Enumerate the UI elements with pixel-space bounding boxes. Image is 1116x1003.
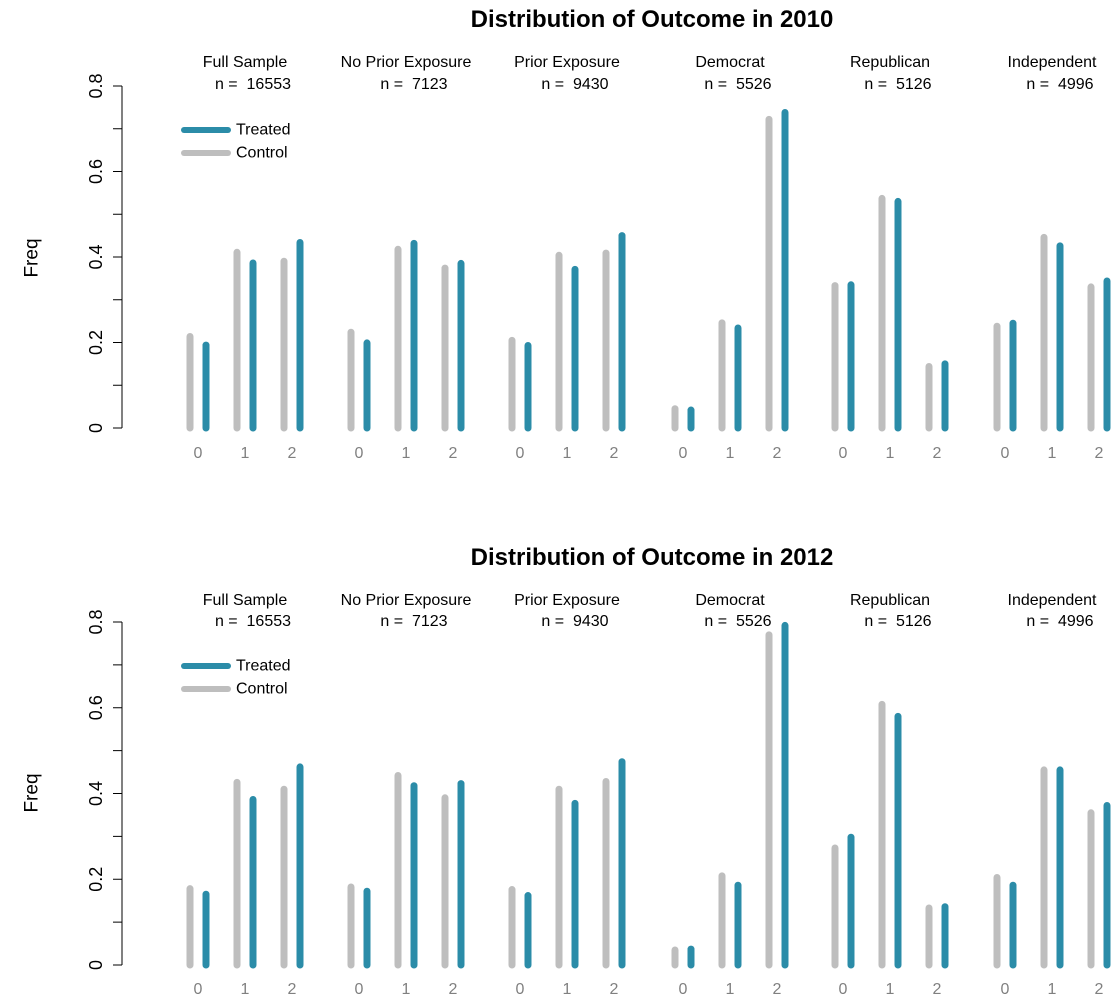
y-axis-title: Freq bbox=[22, 238, 43, 277]
x-tick-label: 1 bbox=[241, 445, 250, 462]
y-tick-label: 0.4 bbox=[86, 244, 106, 269]
x-tick-label: 0 bbox=[839, 981, 848, 998]
group-1: No Prior Exposure n = 7123 0 1 2 bbox=[341, 54, 472, 462]
x-tick-label: 2 bbox=[610, 981, 619, 998]
group-label: Republican bbox=[850, 592, 930, 609]
y-tick-label: 0.4 bbox=[86, 781, 106, 806]
group-3: Democrat n = 5526 0 1 2 bbox=[671, 54, 789, 462]
y-tick-label: 0.2 bbox=[86, 867, 106, 892]
x-tick-label: 1 bbox=[726, 981, 735, 998]
x-tick-label: 0 bbox=[516, 445, 525, 462]
group-label: No Prior Exposure bbox=[341, 54, 472, 71]
x-tick-label: 2 bbox=[773, 981, 782, 998]
group-n-label: n = 9430 bbox=[541, 76, 608, 93]
group-5: Independent n = 4996 0 1 2 bbox=[993, 54, 1111, 462]
group-5: Independent n = 4996 0 1 2 bbox=[993, 592, 1111, 998]
group-n-label: n = 5126 bbox=[864, 613, 931, 630]
group-label: Full Sample bbox=[203, 592, 288, 609]
x-tick-label: 2 bbox=[933, 981, 942, 998]
y-tick-label: 0.8 bbox=[86, 609, 106, 634]
chart-title: Distribution of Outcome in 2012 bbox=[471, 544, 834, 571]
chart-panel-1: Distribution of Outcome in 2012 0 0.2 0.4 0.… bbox=[22, 544, 1111, 998]
x-tick-label: 0 bbox=[355, 445, 364, 462]
x-tick-label: 2 bbox=[449, 445, 458, 462]
group-n-label: n = 7123 bbox=[380, 76, 447, 93]
x-tick-label: 1 bbox=[726, 445, 735, 462]
x-tick-label: 2 bbox=[1095, 445, 1104, 462]
y-tick-label: 0.8 bbox=[86, 73, 106, 98]
x-tick-label: 0 bbox=[679, 981, 688, 998]
group-label: Independent bbox=[1008, 592, 1098, 609]
group-n-label: n = 5126 bbox=[864, 76, 931, 93]
x-tick-label: 2 bbox=[933, 445, 942, 462]
x-tick-label: 0 bbox=[1001, 981, 1010, 998]
x-tick-label: 1 bbox=[563, 445, 572, 462]
x-tick-label: 1 bbox=[1048, 445, 1057, 462]
legend-label-control: Control bbox=[236, 681, 288, 698]
x-tick-label: 1 bbox=[1048, 981, 1057, 998]
legend: Treated Control bbox=[181, 658, 291, 698]
y-tick-label: 0.6 bbox=[86, 159, 106, 184]
group-n-label: n = 7123 bbox=[380, 613, 447, 630]
x-tick-label: 2 bbox=[773, 445, 782, 462]
x-tick-label: 0 bbox=[1001, 445, 1010, 462]
group-2: Prior Exposure n = 9430 0 1 2 bbox=[508, 54, 626, 462]
group-4: Republican n = 5126 0 1 2 bbox=[831, 592, 949, 998]
group-4: Republican n = 5126 0 1 2 bbox=[831, 54, 949, 462]
x-tick-label: 1 bbox=[241, 981, 250, 998]
legend-label-control: Control bbox=[236, 145, 288, 162]
group-n-label: n = 4996 bbox=[1026, 613, 1093, 630]
x-tick-label: 0 bbox=[194, 445, 203, 462]
x-tick-label: 1 bbox=[402, 445, 411, 462]
x-tick-label: 0 bbox=[194, 981, 203, 998]
group-n-label: n = 4996 bbox=[1026, 76, 1093, 93]
group-n-label: n = 5526 bbox=[704, 76, 771, 93]
x-tick-label: 0 bbox=[516, 981, 525, 998]
group-2: Prior Exposure n = 9430 0 1 2 bbox=[508, 592, 626, 998]
x-tick-label: 1 bbox=[563, 981, 572, 998]
legend: Treated Control bbox=[181, 122, 291, 162]
y-tick-label: 0 bbox=[86, 423, 106, 433]
group-label: Republican bbox=[850, 54, 930, 71]
chart-title: Distribution of Outcome in 2010 bbox=[471, 6, 834, 33]
group-3: Democrat n = 5526 0 1 2 bbox=[671, 592, 789, 998]
y-tick-label: 0.2 bbox=[86, 330, 106, 355]
y-tick-label: 0.6 bbox=[86, 695, 106, 720]
x-tick-label: 2 bbox=[610, 445, 619, 462]
x-tick-label: 0 bbox=[839, 445, 848, 462]
chart-panel-0: Distribution of Outcome in 2010 0 0.2 0.4 0.… bbox=[22, 6, 1111, 462]
group-label: Full Sample bbox=[203, 54, 288, 71]
x-tick-label: 2 bbox=[449, 981, 458, 998]
group-0: Full Sample n = 16553 0 1 2 bbox=[186, 592, 304, 998]
y-tick-label: 0 bbox=[86, 960, 106, 970]
group-n-label: n = 16553 bbox=[215, 613, 291, 630]
group-n-label: n = 5526 bbox=[704, 613, 771, 630]
group-0: Full Sample n = 16553 0 1 2 bbox=[186, 54, 304, 462]
x-tick-label: 1 bbox=[886, 445, 895, 462]
group-label: Democrat bbox=[695, 54, 765, 71]
group-n-label: n = 16553 bbox=[215, 76, 291, 93]
x-tick-label: 2 bbox=[1095, 981, 1104, 998]
x-tick-label: 2 bbox=[288, 445, 297, 462]
group-label: Prior Exposure bbox=[514, 592, 620, 609]
x-tick-label: 2 bbox=[288, 981, 297, 998]
group-label: Democrat bbox=[695, 592, 765, 609]
group-label: No Prior Exposure bbox=[341, 592, 472, 609]
legend-label-treated: Treated bbox=[236, 658, 291, 675]
group-label: Prior Exposure bbox=[514, 54, 620, 71]
group-1: No Prior Exposure n = 7123 0 1 2 bbox=[341, 592, 472, 998]
legend-label-treated: Treated bbox=[236, 122, 291, 139]
group-label: Independent bbox=[1008, 54, 1098, 71]
x-tick-label: 0 bbox=[679, 445, 688, 462]
x-tick-label: 1 bbox=[886, 981, 895, 998]
group-n-label: n = 9430 bbox=[541, 613, 608, 630]
y-axis-title: Freq bbox=[22, 773, 43, 812]
x-tick-label: 1 bbox=[402, 981, 411, 998]
x-tick-label: 0 bbox=[355, 981, 364, 998]
